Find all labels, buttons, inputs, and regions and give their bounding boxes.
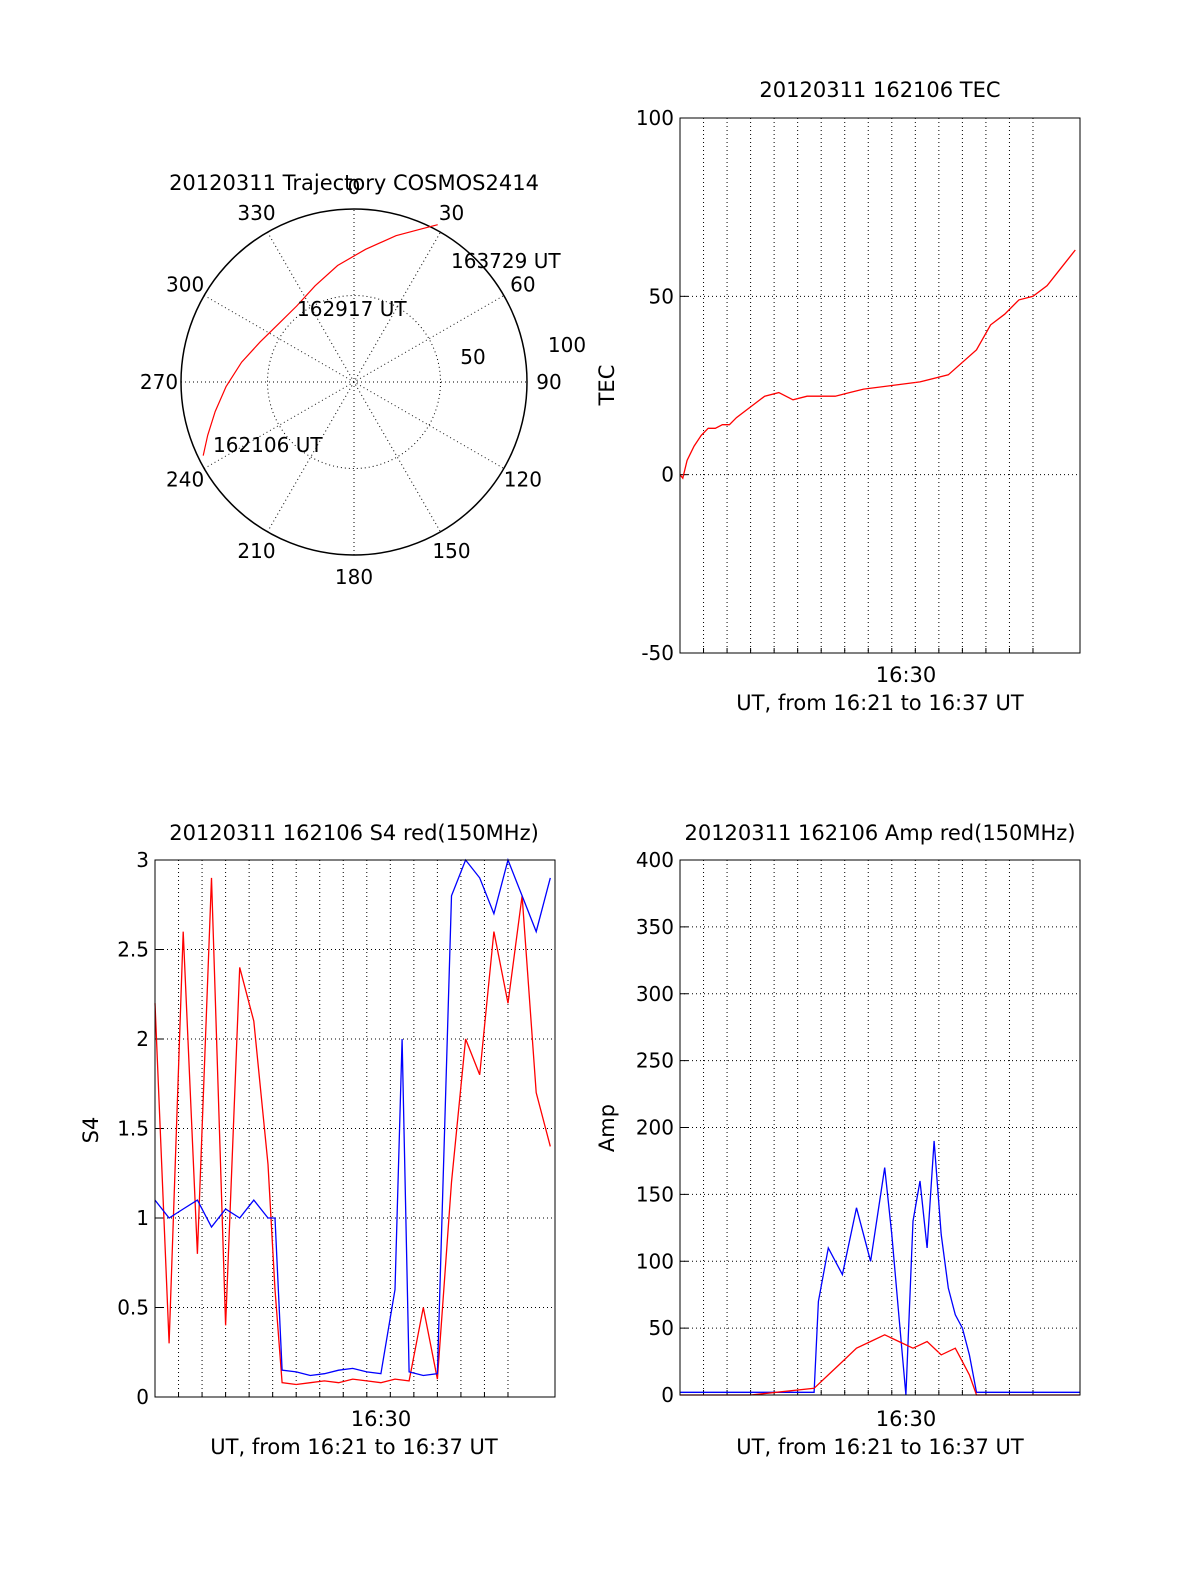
polar-angle-label-270: 270: [140, 370, 178, 394]
tec-ytick-label-50: 50: [649, 284, 674, 308]
s4-ytick-label-2: 2: [136, 1027, 149, 1051]
s4-ytick-label-1.5: 1.5: [117, 1117, 149, 1141]
trajectory-end-label: 163729 UT: [451, 249, 561, 273]
amp-ytick-label-400: 400: [636, 848, 674, 872]
polar-angle-label-240: 240: [166, 468, 204, 492]
polar-angle-label-150: 150: [432, 539, 470, 563]
s4-series: [154, 857, 551, 1386]
amp-plot-frame: [679, 859, 1081, 1396]
amp-grid: [680, 859, 1080, 1396]
polar-angle-label-60: 60: [510, 273, 535, 297]
polar-angle-label-0: 0: [348, 175, 361, 199]
amp-xtick-label: 16:30: [876, 1407, 937, 1431]
trajectory-mid-label: 162917 UT: [297, 297, 407, 321]
amp-ytick-label-200: 200: [636, 1116, 674, 1140]
amp-series-blue: [680, 1140, 1080, 1396]
polar-title: 20120311 Trajectory COSMOS2414: [169, 171, 539, 195]
amp-chart-panel: 20120311 162106 Amp red(150MHz) 0 50 100 15…: [595, 821, 1081, 1459]
s4-series-blue: [154, 857, 551, 1377]
amp-series-red: [680, 1334, 1080, 1396]
polar-grid: [181, 209, 527, 555]
polar-spoke-150: [267, 231, 441, 533]
tec-xtick-label: 16:30: [876, 663, 937, 687]
polar-angle-label-120: 120: [504, 468, 542, 492]
s4-series-red: [154, 877, 551, 1386]
polar-angle-label-90: 90: [536, 370, 561, 394]
polar-ring-label-100: 100: [548, 333, 586, 357]
s4-title: 20120311 162106 S4 red(150MHz): [169, 821, 539, 845]
s4-ytick-label-0: 0: [136, 1385, 149, 1409]
s4-ylabel: S4: [79, 1117, 103, 1144]
amp-xlabel: UT, from 16:21 to 16:37 UT: [736, 1435, 1024, 1459]
amp-ytick-label-50: 50: [649, 1316, 674, 1340]
tec-series: [679, 249, 1076, 480]
s4-y-tick-labels: 0 0.5 1 1.5 2 2.5 3: [117, 848, 149, 1409]
s4-ytick-label-3: 3: [136, 848, 149, 872]
tec-title: 20120311 162106 TEC: [759, 78, 1000, 102]
s4-grid: [155, 859, 555, 1398]
s4-ytick-label-1: 1: [136, 1206, 149, 1230]
polar-angle-label-30: 30: [439, 201, 464, 225]
polar-outer-circle: [180, 208, 528, 556]
trajectory-start-label: 162106 UT: [213, 433, 323, 457]
tec-plot-frame: [679, 117, 1081, 654]
tec-ytick-label-0: 0: [661, 463, 674, 487]
polar-ring-50: [267, 295, 441, 469]
s4-ytick-label-2.5: 2.5: [117, 938, 149, 962]
polar-angle-label-300: 300: [166, 273, 204, 297]
amp-series: [680, 1140, 1080, 1396]
amp-ytick-label-250: 250: [636, 1049, 674, 1073]
tec-ytick-label-100: 100: [636, 106, 674, 130]
tec-grid: [680, 117, 1080, 654]
amp-ytick-label-0: 0: [661, 1383, 674, 1407]
amp-ytick-label-300: 300: [636, 982, 674, 1006]
tec-series-red: [679, 249, 1076, 480]
s4-xtick-label: 16:30: [351, 1407, 412, 1431]
amp-y-tick-labels: 0 50 100 150 200 250 300 350 400: [636, 848, 674, 1407]
tec-xlabel: UT, from 16:21 to 16:37 UT: [736, 691, 1024, 715]
polar-trajectory-line: [202, 224, 438, 456]
amp-ytick-label-150: 150: [636, 1182, 674, 1206]
polar-ring-label-50: 50: [460, 345, 485, 369]
tec-ytick-label--50: -50: [641, 641, 674, 665]
s4-ytick-label-0.5: 0.5: [117, 1296, 149, 1320]
s4-plot-frame: [154, 859, 556, 1398]
tec-y-tick-labels: -50 0 50 100: [636, 106, 674, 665]
s4-xlabel: UT, from 16:21 to 16:37 UT: [210, 1435, 498, 1459]
amp-ytick-label-350: 350: [636, 915, 674, 939]
s4-chart-panel: 20120311 162106 S4 red(150MHz) 0 0.5 1 1.5 2…: [79, 821, 556, 1459]
polar-trajectory-panel: 20120311 Trajectory COSMOS2414 0 30 60 90 12…: [140, 171, 586, 589]
amp-ylabel: Amp: [595, 1104, 619, 1152]
amp-ytick-label-100: 100: [636, 1249, 674, 1273]
polar-angle-label-210: 210: [237, 539, 275, 563]
polar-angle-labels: 0 30 60 90 120 150 180 210 240 270 300 330: [140, 175, 562, 589]
polar-angle-label-180: 180: [335, 565, 373, 589]
amp-title: 20120311 162106 Amp red(150MHz): [684, 821, 1075, 845]
tec-ylabel: TEC: [595, 365, 619, 407]
polar-angle-label-330: 330: [237, 201, 275, 225]
